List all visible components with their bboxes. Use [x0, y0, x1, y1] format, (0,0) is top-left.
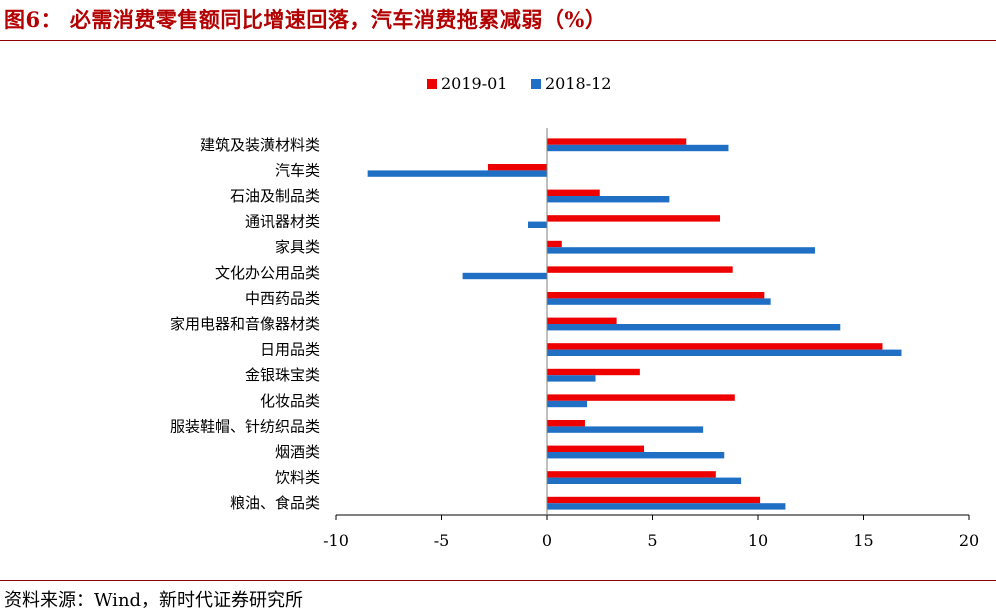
bar-2019-01: [547, 394, 735, 401]
bar-2018-12: [547, 324, 841, 331]
bar-2019-01: [547, 496, 761, 504]
figure-title: 图6： 必需消费零售额同比增速回落，汽车消费拖累减弱（%）: [4, 7, 607, 32]
category-label: 汽车类: [275, 161, 320, 179]
bar-2019-01: [547, 343, 883, 350]
x-axis: -10 -5 0 5 10 15 20: [323, 128, 979, 550]
category-label: 烟酒类: [275, 443, 320, 461]
legend-label: 2019-01: [441, 74, 507, 93]
bar-2018-12: [547, 375, 596, 382]
x-tick-label: 10: [748, 531, 768, 550]
bar-chart: 2019-01 2018-12 建筑及装潢材料类汽车类石油及制品类通讯器材类家具类…: [170, 74, 979, 550]
bar-2019-01: [547, 215, 721, 222]
bar-2019-01: [547, 420, 585, 427]
bar-2019-01: [547, 138, 687, 145]
bar-2019-01: [547, 240, 562, 248]
category-label: 中西药品类: [245, 289, 320, 307]
x-tick-label: 20: [959, 531, 979, 550]
bar-2018-12: [547, 503, 786, 510]
legend-swatch: [427, 79, 437, 89]
chart-legend: 2019-01 2018-12: [427, 74, 611, 93]
bar-2018-12: [528, 221, 547, 228]
category-label: 石油及制品类: [230, 187, 320, 205]
category-label: 化妆品类: [260, 392, 320, 410]
category-label: 家具类: [275, 238, 320, 256]
category-label: 金银珠宝类: [245, 366, 320, 384]
legend-label: 2018-12: [545, 74, 611, 93]
category-label: 文化办公用品类: [215, 264, 320, 282]
source-note: 资料来源：Wind，新时代证券研究所: [4, 590, 304, 611]
category-label: 建筑及装潢材料类: [200, 136, 320, 154]
x-tick-label: 5: [647, 531, 657, 550]
bar-2019-01: [547, 266, 733, 273]
bar-2018-12: [547, 426, 704, 433]
category-label: 饮料类: [275, 469, 320, 487]
bar-2018-12: [547, 349, 902, 356]
bar-2018-12: [547, 452, 725, 459]
bars: [367, 138, 902, 510]
category-label: 家用电器和音像器材类: [170, 315, 320, 333]
x-tick-label: 15: [853, 531, 873, 550]
bar-2019-01: [547, 368, 640, 376]
bar-2018-12: [547, 144, 729, 152]
category-labels: 建筑及装潢材料类汽车类石油及制品类通讯器材类家具类文化办公用品类中西药品类家用电…: [170, 136, 320, 512]
bar-2019-01: [547, 445, 645, 452]
category-label: 日用品类: [260, 341, 320, 359]
bar-2018-12: [547, 196, 670, 203]
bar-2019-01: [547, 189, 600, 196]
x-tick-label: -5: [434, 531, 450, 550]
bar-2018-12: [547, 400, 588, 408]
title-divider: [0, 40, 996, 41]
bar-2018-12: [547, 247, 815, 254]
x-tick-label: -10: [323, 531, 349, 550]
bar-2019-01: [547, 292, 765, 299]
bar-2019-01: [487, 164, 547, 171]
x-tick-label: 0: [542, 531, 552, 550]
bar-2018-12: [547, 298, 771, 305]
category-label: 粮油、食品类: [230, 494, 320, 512]
bar-2019-01: [547, 471, 716, 478]
source-divider: [0, 580, 996, 581]
bar-2018-12: [462, 272, 547, 280]
bar-2018-12: [547, 477, 742, 484]
legend-swatch: [531, 79, 541, 89]
category-label: 服装鞋帽、针纺织品类: [170, 417, 320, 435]
bar-2018-12: [367, 170, 547, 177]
category-label: 通讯器材类: [245, 213, 320, 231]
bar-2019-01: [547, 317, 617, 324]
